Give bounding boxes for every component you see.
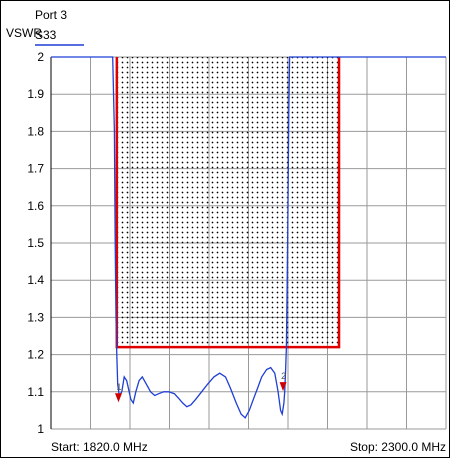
markers: 12 [114, 371, 287, 403]
marker-1-label: 1 [116, 382, 121, 392]
y-tick-label: 1.8 [27, 124, 44, 138]
stop-label: Stop: 2300.0 MHz [350, 440, 446, 454]
y-tick-label: 1.1 [27, 385, 44, 399]
marker-2-icon [279, 382, 287, 392]
s33-trace [51, 56, 446, 419]
s33-trace-group [51, 56, 446, 419]
port-label: Port 3 [35, 8, 67, 22]
limit-region [115, 57, 341, 349]
limit-line [115, 57, 341, 349]
y-tick-label: 1.6 [27, 199, 44, 213]
y-tick-label: 1.9 [27, 87, 44, 101]
marker-1-icon [114, 393, 122, 403]
y-tick-labels: 2 1.9 1.8 1.7 1.6 1.5 1.4 1.3 1.2 1.1 1 [27, 50, 44, 436]
marker-2-label: 2 [281, 371, 286, 381]
y-tick-label: 1.4 [27, 273, 44, 287]
start-label: Start: 1820.0 MHz [51, 440, 148, 454]
y-tick-label: 1.5 [27, 236, 44, 250]
y-tick-label: 2 [37, 50, 44, 64]
y-axis-label: VSWR [6, 26, 42, 40]
y-tick-label: 1.2 [27, 348, 44, 362]
y-tick-label: 1.7 [27, 162, 44, 176]
legend-s33-label: S33 [35, 28, 57, 42]
y-tick-label: 1.3 [27, 310, 44, 324]
limit-fill [116, 57, 340, 348]
y-tick-label: 1 [37, 422, 44, 436]
